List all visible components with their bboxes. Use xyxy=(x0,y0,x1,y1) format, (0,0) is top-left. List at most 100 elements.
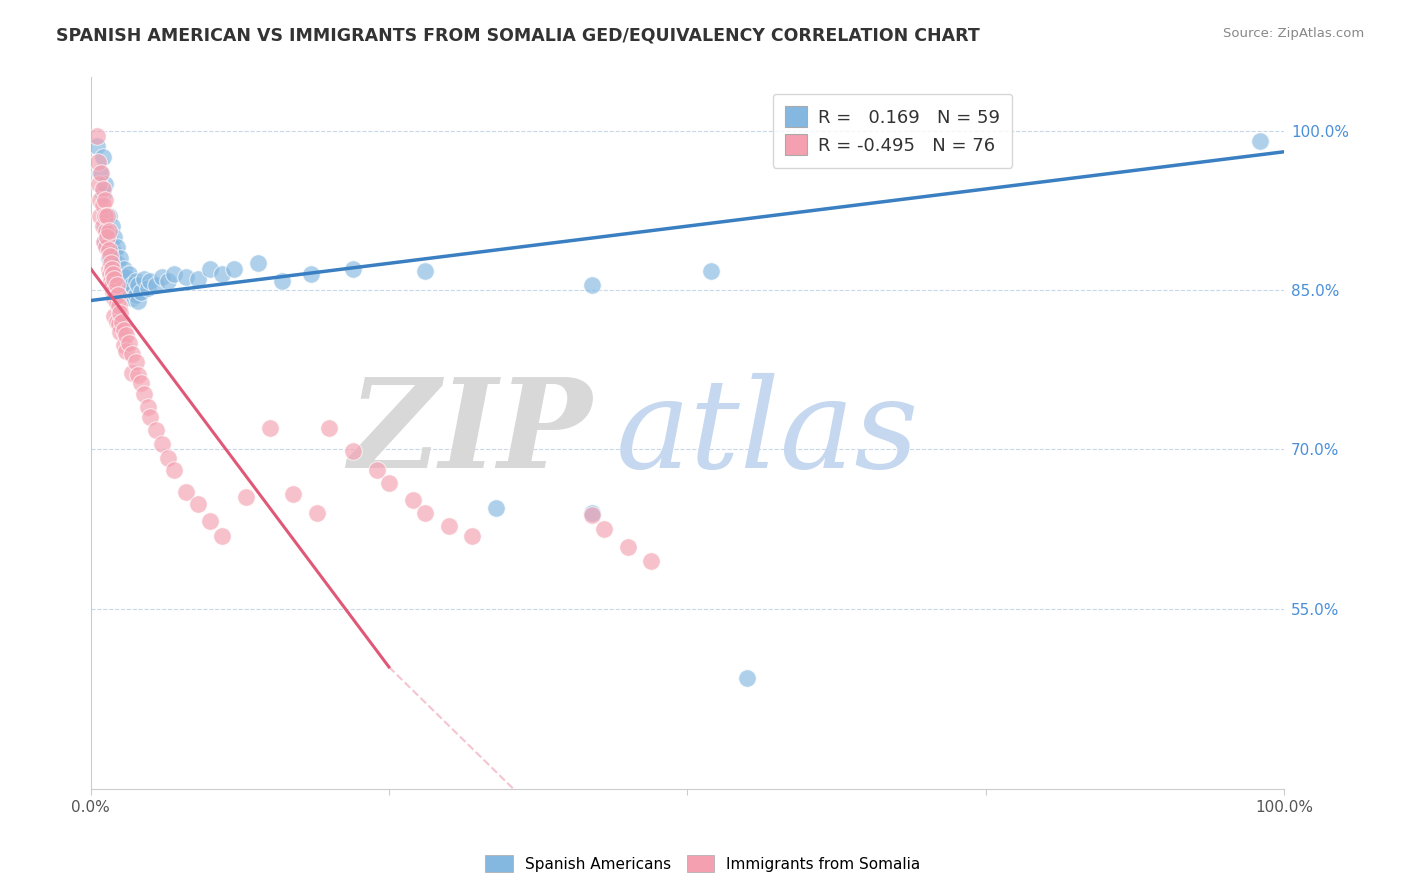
Point xyxy=(105,272,128,286)
Point xyxy=(174,270,197,285)
Point xyxy=(107,288,129,302)
Point xyxy=(299,267,322,281)
Point xyxy=(121,292,143,306)
Point xyxy=(90,166,112,180)
Text: Source: ZipAtlas.com: Source: ZipAtlas.com xyxy=(1223,27,1364,40)
Point xyxy=(413,506,436,520)
Text: atlas: atlas xyxy=(616,373,920,494)
Point xyxy=(125,288,148,302)
Point xyxy=(112,338,135,352)
Point xyxy=(103,285,125,299)
Point xyxy=(157,274,180,288)
Point xyxy=(163,463,186,477)
Point xyxy=(127,293,149,308)
Point xyxy=(101,261,124,276)
Point xyxy=(97,209,120,223)
Point xyxy=(96,209,118,223)
Point xyxy=(110,251,132,265)
Point xyxy=(97,243,120,257)
Point xyxy=(87,177,110,191)
Point xyxy=(150,270,173,285)
Point xyxy=(105,240,128,254)
Point xyxy=(283,487,305,501)
Point xyxy=(592,522,614,536)
Point xyxy=(187,498,209,512)
Point xyxy=(134,387,156,401)
Point xyxy=(163,267,186,281)
Point xyxy=(94,177,117,191)
Point xyxy=(103,229,125,244)
Point xyxy=(86,139,108,153)
Point xyxy=(101,219,124,234)
Text: ZIP: ZIP xyxy=(349,373,592,494)
Point xyxy=(222,261,245,276)
Point xyxy=(437,518,460,533)
Point xyxy=(94,240,117,254)
Point xyxy=(121,366,143,380)
Point xyxy=(110,267,132,281)
Point xyxy=(103,310,125,324)
Point xyxy=(150,437,173,451)
Legend: R =   0.169   N = 59, R = -0.495   N = 76: R = 0.169 N = 59, R = -0.495 N = 76 xyxy=(772,94,1012,168)
Point xyxy=(145,277,167,292)
Point xyxy=(91,187,114,202)
Point xyxy=(111,315,134,329)
Point xyxy=(581,506,603,520)
Point xyxy=(103,277,125,292)
Point xyxy=(129,376,152,391)
Text: SPANISH AMERICAN VS IMMIGRANTS FROM SOMALIA GED/EQUIVALENCY CORRELATION CHART: SPANISH AMERICAN VS IMMIGRANTS FROM SOMA… xyxy=(56,27,980,45)
Point xyxy=(105,256,128,270)
Point xyxy=(108,317,131,331)
Point xyxy=(115,327,138,342)
Point xyxy=(115,270,138,285)
Point xyxy=(246,256,269,270)
Point xyxy=(97,261,120,276)
Point xyxy=(342,261,364,276)
Point xyxy=(98,267,121,281)
Point xyxy=(139,410,162,425)
Point xyxy=(112,277,135,292)
Point xyxy=(103,261,125,276)
Point xyxy=(118,283,141,297)
Point xyxy=(91,182,114,196)
Point xyxy=(198,515,221,529)
Point xyxy=(118,267,141,281)
Point xyxy=(101,261,124,276)
Point xyxy=(97,251,120,265)
Point xyxy=(235,490,257,504)
Point xyxy=(103,272,125,286)
Point xyxy=(103,245,125,260)
Point xyxy=(91,198,114,212)
Point xyxy=(98,249,121,263)
Point xyxy=(97,229,120,244)
Point xyxy=(94,235,117,249)
Point xyxy=(307,506,329,520)
Point xyxy=(134,272,156,286)
Point xyxy=(700,264,723,278)
Point xyxy=(94,224,117,238)
Point xyxy=(157,450,180,465)
Point xyxy=(211,529,233,543)
Point xyxy=(187,272,209,286)
Point xyxy=(125,274,148,288)
Point xyxy=(89,166,111,180)
Point xyxy=(136,400,159,414)
Point xyxy=(89,209,111,223)
Point xyxy=(211,267,233,281)
Point xyxy=(581,277,603,292)
Point xyxy=(616,540,638,554)
Point xyxy=(118,336,141,351)
Point xyxy=(485,500,508,515)
Point xyxy=(112,323,135,337)
Point xyxy=(91,150,114,164)
Point xyxy=(259,421,281,435)
Point xyxy=(94,193,117,207)
Point xyxy=(270,274,292,288)
Point xyxy=(342,444,364,458)
Point xyxy=(96,229,118,244)
Point xyxy=(127,277,149,292)
Point xyxy=(101,240,124,254)
Point xyxy=(100,256,122,270)
Point xyxy=(139,274,162,288)
Point xyxy=(1249,134,1271,148)
